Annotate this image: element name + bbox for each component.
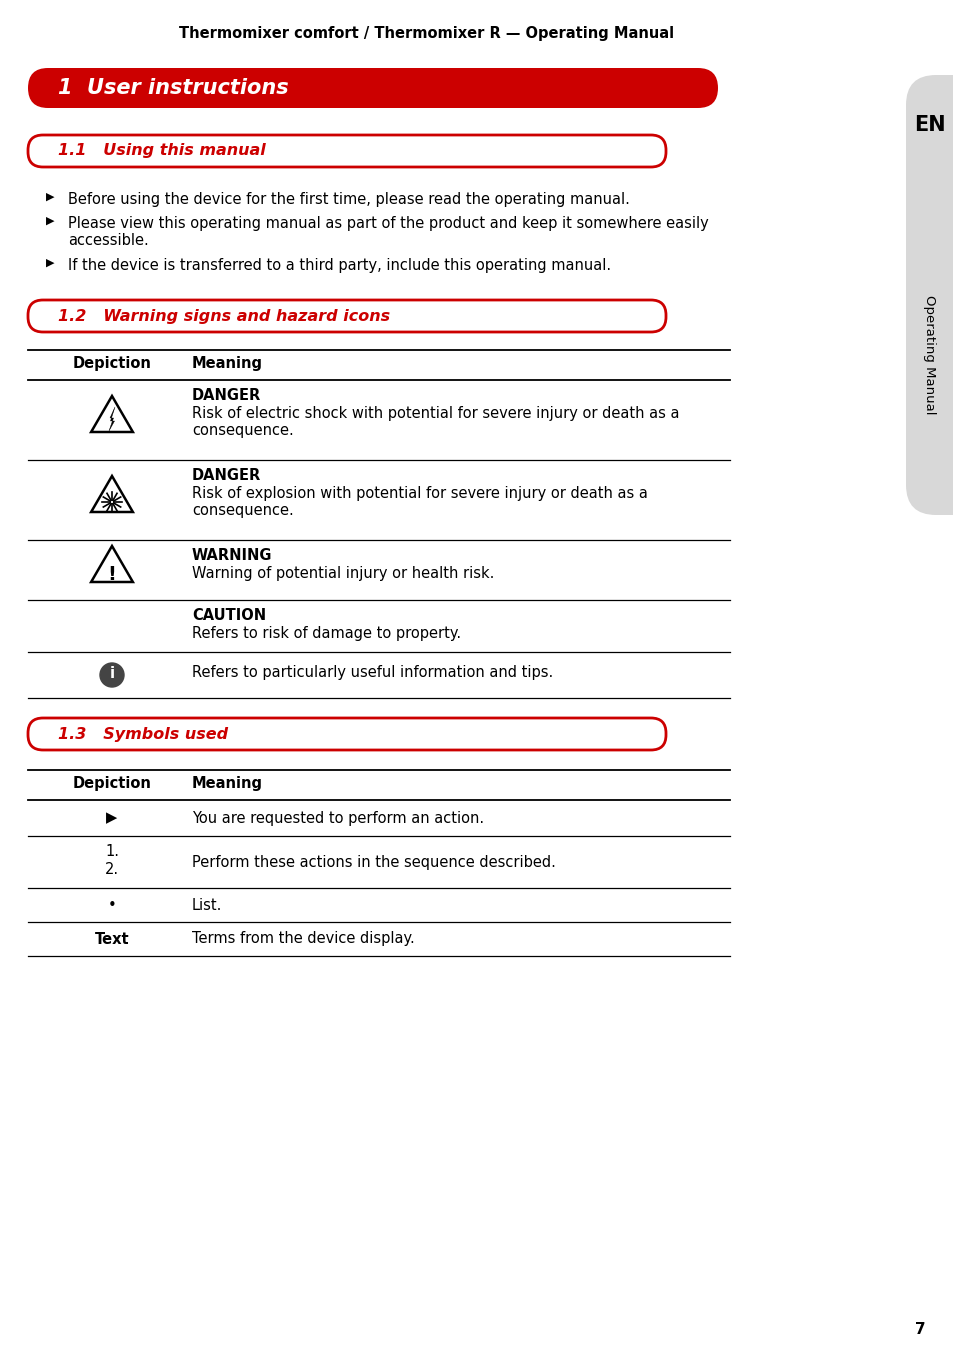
Text: Risk of explosion with potential for severe injury or death as a
consequence.: Risk of explosion with potential for sev… xyxy=(192,485,647,518)
Text: Risk of electric shock with potential for severe injury or death as a
consequenc: Risk of electric shock with potential fo… xyxy=(192,406,679,438)
Text: Thermomixer comfort / Thermomixer R — Operating Manual: Thermomixer comfort / Thermomixer R — Op… xyxy=(179,26,674,41)
Text: !: ! xyxy=(108,565,116,584)
Text: Refers to particularly useful information and tips.: Refers to particularly useful informatio… xyxy=(192,665,553,680)
Polygon shape xyxy=(109,407,115,431)
Text: Refers to risk of damage to property.: Refers to risk of damage to property. xyxy=(192,626,460,641)
Text: WARNING: WARNING xyxy=(192,548,273,562)
Text: 1  User instructions: 1 User instructions xyxy=(58,78,289,97)
Text: Depiction: Depiction xyxy=(72,356,152,370)
Text: ▶: ▶ xyxy=(46,192,54,201)
Text: Meaning: Meaning xyxy=(192,356,263,370)
Text: •: • xyxy=(108,898,116,913)
Text: 1.1   Using this manual: 1.1 Using this manual xyxy=(58,143,266,158)
Text: Before using the device for the first time, please read the operating manual.: Before using the device for the first ti… xyxy=(68,192,629,207)
Text: EN: EN xyxy=(913,115,944,135)
Text: CAUTION: CAUTION xyxy=(192,608,266,623)
Text: ▶: ▶ xyxy=(107,810,117,826)
Text: Terms from the device display.: Terms from the device display. xyxy=(192,932,415,946)
Text: Operating Manual: Operating Manual xyxy=(923,295,936,415)
Text: List.: List. xyxy=(192,898,222,913)
FancyBboxPatch shape xyxy=(905,74,953,515)
Text: Text: Text xyxy=(94,932,130,946)
Text: DANGER: DANGER xyxy=(192,388,261,403)
FancyBboxPatch shape xyxy=(28,68,718,108)
Text: You are requested to perform an action.: You are requested to perform an action. xyxy=(192,810,483,826)
Text: Warning of potential injury or health risk.: Warning of potential injury or health ri… xyxy=(192,566,494,581)
Text: ▶: ▶ xyxy=(46,216,54,226)
Text: 1.3   Symbols used: 1.3 Symbols used xyxy=(58,726,228,741)
Text: Meaning: Meaning xyxy=(192,776,263,791)
Text: 2.: 2. xyxy=(105,863,119,877)
Text: If the device is transferred to a third party, include this operating manual.: If the device is transferred to a third … xyxy=(68,258,611,273)
Text: i: i xyxy=(110,667,114,681)
Circle shape xyxy=(100,662,124,687)
Text: ▶: ▶ xyxy=(46,258,54,268)
Text: Perform these actions in the sequence described.: Perform these actions in the sequence de… xyxy=(192,854,556,869)
Text: Please view this operating manual as part of the product and keep it somewhere e: Please view this operating manual as par… xyxy=(68,216,708,249)
Text: 1.2   Warning signs and hazard icons: 1.2 Warning signs and hazard icons xyxy=(58,308,390,323)
Text: DANGER: DANGER xyxy=(192,468,261,483)
Text: Depiction: Depiction xyxy=(72,776,152,791)
Text: 7: 7 xyxy=(914,1322,924,1337)
Text: 1.: 1. xyxy=(105,844,119,859)
